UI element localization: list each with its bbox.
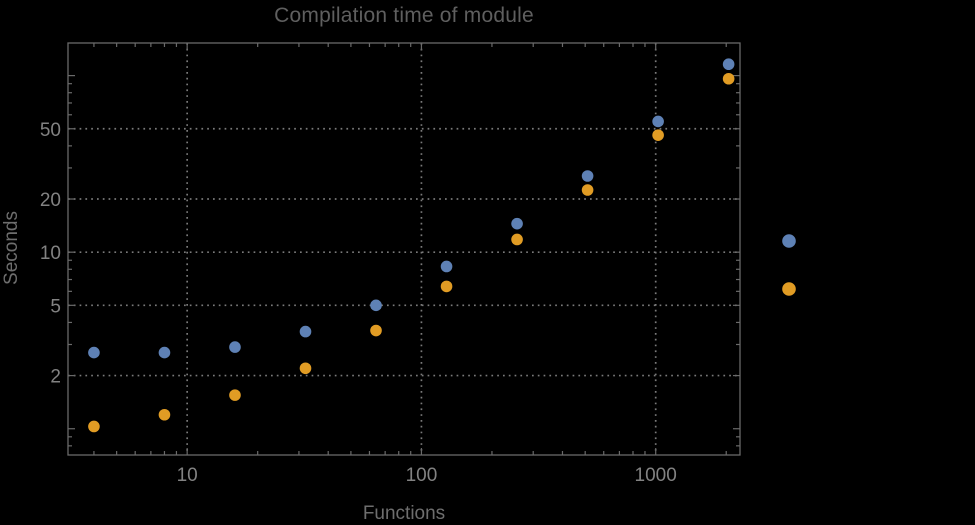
data-point-series-1 [229,341,241,353]
data-point-series-2 [581,184,594,196]
legend-marker-series-1 [782,234,796,248]
data-point-series-1 [722,58,735,71]
data-point-series-2 [722,72,735,85]
data-point-series-2 [158,408,171,421]
y-tick-label: 10 [40,243,61,264]
data-point-series-2 [229,389,241,401]
data-point-series-1 [581,170,594,182]
data-point-series-2 [511,233,523,246]
data-point-series-1 [511,217,523,230]
data-point-series-1 [299,325,312,338]
data-point-series-2 [440,280,453,293]
plot-frame [67,42,741,456]
x-tick-label: 100 [406,465,438,486]
y-tick-label: 20 [40,190,61,211]
chart-title: Compilation time of module [274,4,534,27]
data-point-series-1 [440,260,453,273]
data-point-series-1 [652,115,664,128]
data-point-series-2 [299,362,312,375]
data-point-series-1 [370,299,382,312]
data-point-series-1 [88,346,100,359]
y-tick-label: 50 [40,120,61,141]
x-axis-label: Functions [362,503,446,524]
data-point-series-2 [652,129,664,141]
x-tick-label: 1000 [635,465,677,486]
x-tick-label: 10 [177,465,198,486]
data-point-series-1 [158,346,171,359]
y-tick-label: 2 [50,367,61,388]
y-tick-label: 5 [50,296,61,317]
data-point-series-2 [370,324,382,337]
legend-marker-series-2 [782,282,796,296]
data-point-series-2 [88,420,100,433]
